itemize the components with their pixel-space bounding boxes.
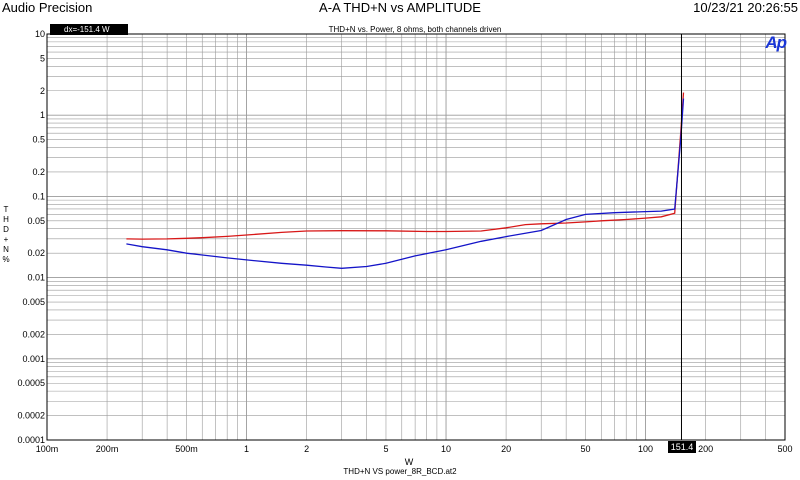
x-tick-label: 100: [638, 444, 653, 454]
y-tick-label: 0.1: [32, 191, 45, 201]
y-tick-label: 0.002: [22, 329, 45, 339]
x-tick-label: 10: [441, 444, 451, 454]
y-axis-label-char: D: [3, 225, 9, 234]
timestamp: 10/23/21 20:26:55: [693, 0, 798, 15]
series-group: [126, 92, 685, 269]
y-tick-label: 0.0002: [17, 411, 45, 421]
series-line-2: [126, 98, 685, 269]
x-tick-label: 200m: [96, 444, 119, 454]
x-tick-label: 2: [304, 444, 309, 454]
y-tick-label: 0.0001: [17, 435, 45, 445]
x-tick-label: 5: [383, 444, 388, 454]
x-axis-label: W: [404, 457, 414, 467]
x-tick-label: 20: [501, 444, 511, 454]
y-tick-label: 0.05: [27, 216, 45, 226]
x-tick-label: 500: [777, 444, 792, 454]
x-tick-label: 1: [244, 444, 249, 454]
x-tick-label: 200: [698, 444, 713, 454]
y-axis-label-char: %: [2, 255, 10, 264]
cursor-value: 151.4: [670, 442, 694, 452]
cursor-readout: dx=-151.4 W: [64, 25, 110, 34]
y-axis-label: T H D + N%: [2, 205, 10, 265]
chart-subtitle: THD+N vs. Power, 8 ohms, both channels d…: [328, 25, 502, 34]
y-tick-label: 0.001: [22, 354, 45, 364]
y-axis-label-char: H: [3, 215, 9, 224]
ap-logo: Ap: [765, 33, 787, 52]
y-tick-label: 0.2: [32, 167, 45, 177]
y-tick-label: 0.0005: [17, 378, 45, 388]
cursor-value-box[interactable]: [668, 441, 696, 453]
y-axis-label-char: T: [3, 205, 9, 214]
y-axis-label-char: +: [3, 235, 9, 244]
grid: [46, 33, 786, 441]
y-tick-label: 5: [40, 53, 45, 63]
x-tick-label: 500m: [175, 444, 198, 454]
y-axis-label-char: N: [3, 245, 9, 254]
series-line-1: [126, 92, 685, 240]
y-tick-label: 0.02: [27, 248, 45, 258]
plot-frame: [46, 33, 786, 441]
y-tick-label: 0.005: [22, 297, 45, 307]
y-axis-ticks: 10 5 2 1 0.5 0.2 0.1 0.05 0.02 0.01 0.005 0.002 0.00…: [17, 29, 45, 445]
y-tick-label: 0.5: [32, 135, 45, 145]
y-tick-label: 0.01: [27, 273, 45, 283]
app-title: Audio Precision: [2, 0, 93, 15]
file-name: THD+N VS power_8R_BCD.at2: [343, 467, 457, 476]
y-tick-label: 1: [40, 110, 45, 120]
graph-title: A-A THD+N vs AMPLITUDE: [319, 0, 481, 15]
x-tick-label: 100m: [36, 444, 59, 454]
y-tick-label: 10: [35, 29, 45, 39]
x-tick-label: 50: [580, 444, 590, 454]
readout-box: [50, 24, 128, 35]
x-axis-ticks: 100m 200m 500m 1 2 5 10 20 50 100 200 500: [36, 444, 793, 454]
y-tick-label: 2: [40, 86, 45, 96]
